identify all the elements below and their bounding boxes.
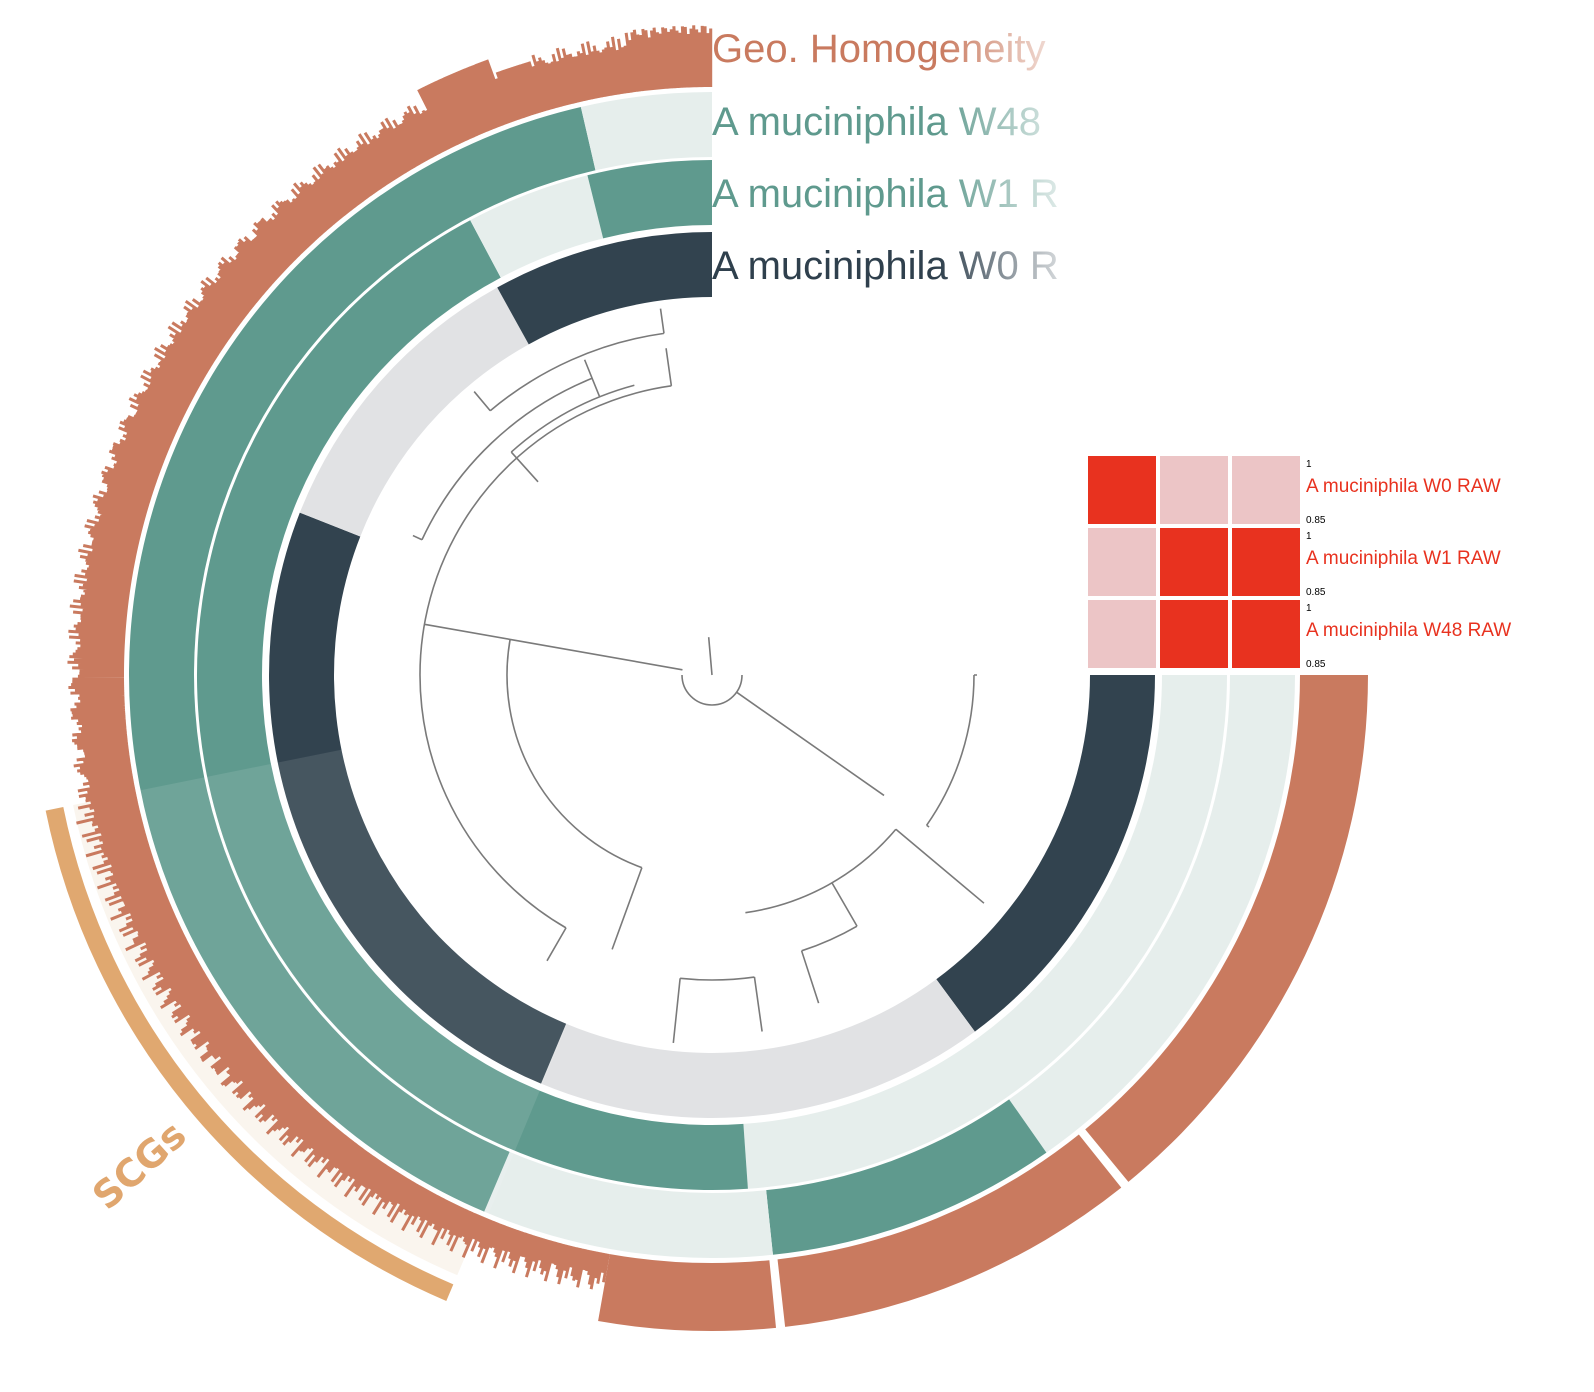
heatmap-label: A muciniphila W0 RAW [1306,476,1501,497]
layer-segment [743,675,1227,1189]
heatmap-min: 0.85 [1306,515,1326,526]
layer-segment [541,979,975,1118]
heatmap-cell [1160,600,1228,668]
layer-segment [299,287,529,537]
layer-segment [766,1099,1047,1255]
layer-label: A muciniphila W1 R [712,172,1059,216]
heatmap-cell [1088,600,1156,668]
heatmap-cell [1232,600,1300,668]
heatmap-cell [1160,456,1228,524]
heatmap: 1 A muciniphila W0 RAW 0.85 1 A muciniphila … [1088,456,1511,670]
layer-segment [196,220,748,1191]
geo-bar [777,1134,1122,1327]
dendrogram-branches [412,308,985,1044]
heatmap-label: A muciniphila W1 RAW [1306,548,1501,569]
layer-label: A muciniphila W48 [712,100,1041,144]
layer-segment [497,232,712,345]
heatmap-label: A muciniphila W48 RAW [1306,620,1511,641]
heatmap-max: 1 [1306,531,1312,542]
heatmap-max: 1 [1306,603,1312,614]
heatmap-cell [1232,456,1300,524]
dendrogram [412,308,985,1044]
heatmap-cell [1088,528,1156,596]
layer-segment [1009,675,1295,1153]
geo-bar [1085,675,1368,1182]
selection-overlay [140,749,568,1214]
heatmap-cell [1232,528,1300,596]
layer-label: Geo. Homogeneity [712,27,1046,71]
layer-segment [936,675,1155,1032]
layer-segment [484,1151,773,1259]
layer-segment [587,160,712,239]
layer-segment [470,175,604,278]
layer-segment [269,512,567,1084]
layer-labels: Geo. Homogeneity A muciniphila W48 A muc… [712,27,1059,288]
layer-segment [128,106,596,1212]
bin-label: SCGs [84,1112,195,1218]
layer-segment [580,92,712,171]
layer-label: A muciniphila W0 R [712,244,1059,288]
rings [45,25,1368,1331]
heatmap-max: 1 [1306,459,1312,470]
heatmap-cell [1088,456,1156,524]
heatmap-min: 0.85 [1306,587,1326,598]
heatmap-min: 0.85 [1306,659,1326,670]
geo-bar [598,1254,777,1331]
heatmap-cell [1160,528,1228,596]
